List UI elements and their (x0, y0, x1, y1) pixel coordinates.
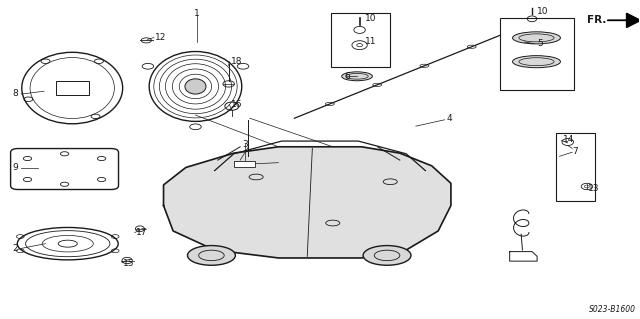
Text: 2: 2 (12, 244, 18, 253)
FancyArrow shape (607, 13, 640, 27)
Ellipse shape (363, 246, 411, 265)
Text: 11: 11 (365, 38, 376, 47)
Text: S023-B1600: S023-B1600 (589, 305, 636, 314)
Text: 13: 13 (588, 184, 600, 193)
Text: 4: 4 (447, 114, 452, 123)
Text: 8: 8 (12, 89, 18, 98)
Bar (332, 13, 390, 67)
Text: 12: 12 (156, 33, 166, 42)
Text: 7: 7 (572, 147, 578, 156)
FancyBboxPatch shape (234, 161, 255, 167)
Bar (556, 133, 595, 201)
Text: 1: 1 (193, 9, 199, 18)
FancyBboxPatch shape (56, 81, 89, 95)
Text: 18: 18 (230, 57, 242, 66)
Text: 5: 5 (537, 39, 543, 48)
Text: FR.: FR. (587, 15, 606, 25)
Text: 16: 16 (230, 100, 242, 109)
Ellipse shape (342, 72, 372, 81)
Text: 10: 10 (537, 7, 548, 16)
Ellipse shape (513, 32, 561, 44)
Text: 3: 3 (242, 140, 248, 149)
Text: 6: 6 (344, 72, 350, 81)
Text: 15: 15 (124, 259, 135, 268)
Polygon shape (509, 252, 537, 261)
FancyBboxPatch shape (11, 149, 118, 189)
Ellipse shape (513, 56, 561, 68)
Text: 10: 10 (365, 14, 376, 23)
Text: 9: 9 (12, 163, 18, 172)
Polygon shape (164, 147, 451, 258)
Ellipse shape (188, 246, 236, 265)
Bar (500, 18, 573, 90)
Ellipse shape (185, 79, 206, 94)
Text: 17: 17 (136, 228, 148, 237)
Text: 14: 14 (563, 135, 574, 144)
